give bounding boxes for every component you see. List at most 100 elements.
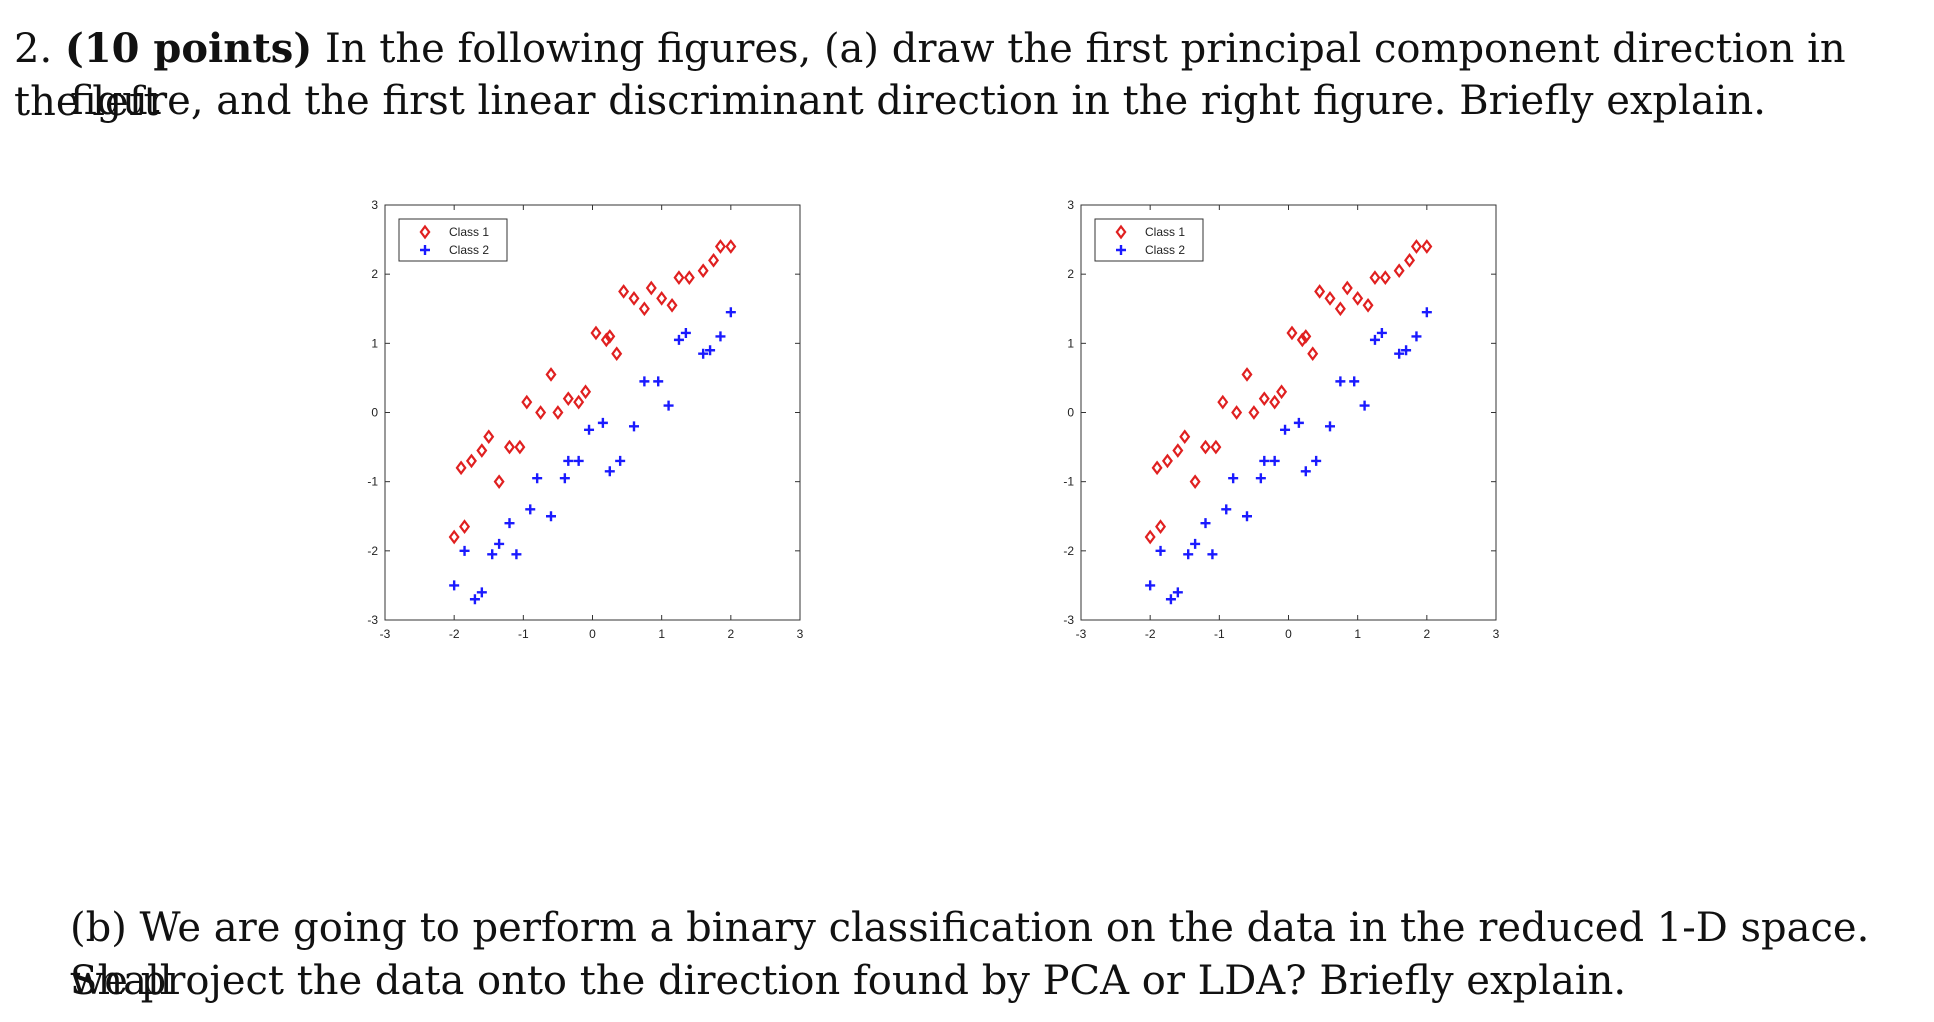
class2-point [1228, 473, 1239, 484]
class2-point [1200, 518, 1211, 529]
legend-class2-marker [420, 245, 430, 255]
question-part-a-line-2: figure, and the first linear discriminan… [70, 78, 1766, 124]
y-tick-label: -2 [1063, 544, 1074, 558]
class1-point [1258, 391, 1270, 407]
class1-point [604, 329, 616, 344]
class2-point [1376, 327, 1387, 338]
class2-point [725, 307, 736, 318]
class1-point [666, 297, 678, 313]
class1-point [1217, 394, 1229, 410]
class2-point [1145, 580, 1156, 591]
class2-point [584, 424, 595, 435]
class2-point [1269, 455, 1280, 466]
class1-point [1404, 252, 1416, 268]
scatter-figure-right: -3 -2 -1 0 1 2 3 3 2 1 0 -1 -2 -3 Class 1 Class 2 [1036, 193, 1596, 663]
class1-point [618, 284, 630, 299]
class1-point [573, 394, 585, 410]
class1-point [1379, 270, 1391, 285]
question-part-b-line-1: (b) We are going to perform a binary cla… [70, 905, 1870, 1004]
y-tick-label: 0 [371, 406, 378, 420]
class1-point [465, 453, 477, 469]
class2-point [1155, 545, 1166, 556]
scatter-figure-left: -3 -2 -1 0 1 2 3 3 2 1 0 -1 -2 -3 Class 1 Class 2 [340, 193, 900, 663]
class1-point [504, 439, 515, 455]
class1-point [1200, 439, 1211, 455]
class1-point [1248, 405, 1260, 420]
class1-point [493, 474, 505, 489]
y-tick-label: 2 [371, 267, 378, 281]
y-tick-label: 3 [371, 198, 378, 212]
class1-point [600, 332, 612, 348]
class2-point [604, 466, 615, 477]
class2-point [1183, 549, 1194, 560]
class1-point [455, 460, 467, 476]
y-tick-label: 1 [1067, 336, 1074, 350]
class1-point [1276, 384, 1288, 400]
class2-point [1242, 511, 1252, 522]
x-tick-label: -1 [1214, 627, 1225, 641]
question-number: 2. [14, 26, 53, 72]
class2-point [1335, 376, 1346, 387]
x-tick-label: 3 [1493, 627, 1500, 641]
class1-point [590, 325, 602, 341]
y-tick-label: -1 [367, 475, 378, 489]
class2-point [1369, 334, 1380, 345]
class2-point [629, 421, 639, 432]
class2-point [1207, 549, 1218, 560]
class1-point [1151, 460, 1163, 476]
class2-point [1349, 376, 1360, 387]
class2-point [1401, 345, 1412, 356]
class1-point [535, 405, 547, 420]
class1-point [459, 519, 471, 534]
class2-point [1325, 421, 1335, 432]
class1-point [673, 270, 685, 285]
class1-point [638, 301, 650, 317]
class2-point [449, 580, 460, 591]
class2-point [1165, 594, 1176, 605]
class1-point [1189, 474, 1201, 489]
y-tick-label: 1 [371, 336, 378, 350]
class2-point [597, 417, 608, 428]
y-tick-label: 0 [1067, 406, 1074, 420]
question-part-a-text-1: In the following figures, (a) draw the f… [14, 26, 1846, 125]
x-tick-label: 2 [1423, 627, 1430, 641]
class1-point [1393, 263, 1405, 279]
class1-point [1314, 284, 1326, 299]
x-tick-label: 1 [1354, 627, 1361, 641]
class2-point [504, 518, 515, 529]
x-tick-label: 1 [658, 627, 665, 641]
class2-point [1255, 473, 1266, 484]
x-tick-label: 0 [1285, 627, 1292, 641]
class1-point [1161, 453, 1173, 469]
class2-point [705, 345, 716, 356]
legend-box [1094, 218, 1204, 262]
class1-point [1369, 270, 1381, 285]
class1-point [1421, 239, 1433, 254]
class2-point [1221, 504, 1232, 515]
class1-point [708, 252, 720, 268]
class2-point [546, 511, 556, 522]
class2-point [715, 331, 726, 342]
class1-point [1307, 346, 1319, 362]
question-points: (10 points) [64, 25, 313, 72]
x-tick-label: -1 [518, 627, 529, 641]
class1-point [1286, 325, 1298, 341]
class2-point [532, 473, 543, 484]
class1-point [545, 367, 557, 382]
class2-point [673, 334, 684, 345]
class1-point [1334, 301, 1346, 317]
class1-point [552, 405, 564, 420]
x-tick-label: -2 [1145, 627, 1156, 641]
class2-point [615, 455, 626, 466]
scatter-plot-left: -3 -2 -1 0 1 2 3 3 2 1 0 -1 -2 -3 Class 1 Class 2 [367, 198, 803, 641]
class1-point [1410, 239, 1422, 254]
class1-point [1296, 332, 1308, 348]
plot-frame [384, 204, 801, 621]
class1-point [1155, 519, 1167, 534]
class2-point [1190, 538, 1201, 549]
class2-point [469, 594, 480, 605]
class2-point [1280, 424, 1291, 435]
class2-point [663, 400, 674, 411]
legend-box [398, 218, 508, 262]
class2-point [653, 376, 664, 387]
